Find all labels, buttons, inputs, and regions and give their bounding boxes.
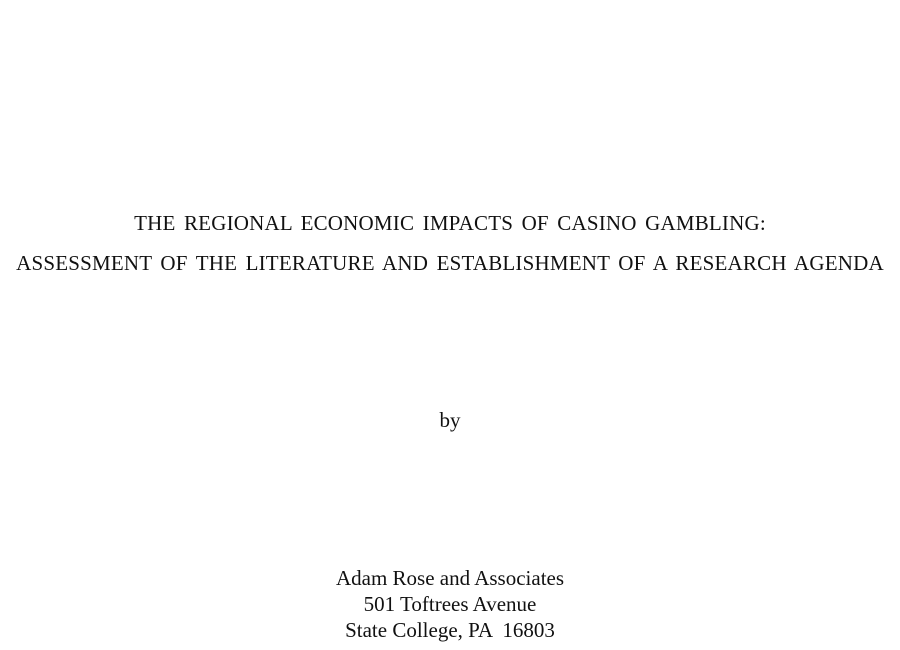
author-street-address: 501 Toftrees Avenue	[363, 592, 537, 616]
author-organization: Adam Rose and Associates	[335, 566, 565, 590]
author-city-state-zip: State College, PA 16803	[345, 618, 555, 642]
title-line-1: THE REGIONAL ECONOMIC IMPACTS OF CASINO …	[134, 211, 766, 235]
byline: by	[439, 408, 461, 432]
title-line-2: ASSESSMENT OF THE LITERATURE AND ESTABLI…	[16, 251, 884, 275]
